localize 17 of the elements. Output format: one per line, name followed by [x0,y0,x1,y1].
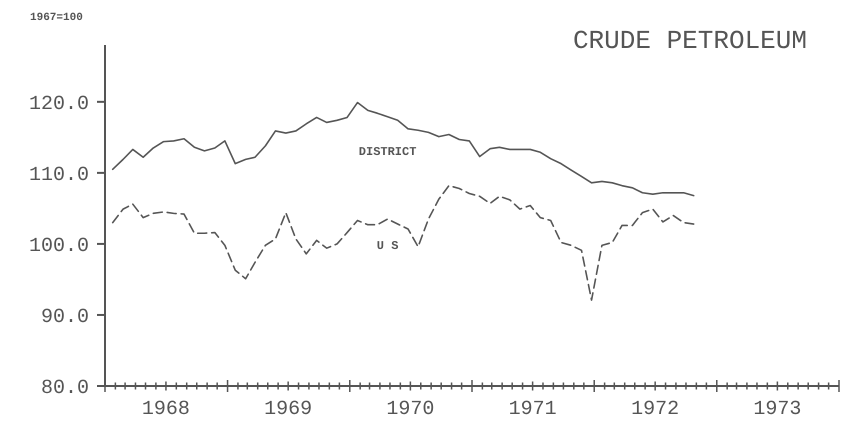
x-tick-label: 1969 [264,398,312,421]
y-tick-label: 80.0 [40,377,89,400]
y-tick-label: 100.0 [28,234,89,258]
line-series [112,102,694,196]
x-tick-label: 1970 [386,398,434,421]
x-tick-label: 1971 [508,398,557,421]
x-tick-label: 1968 [142,398,190,421]
chart-title: CRUDE PETROLEUM [572,26,807,56]
y-tick-label: 120.0 [28,92,89,116]
x-tick-label: 1973 [753,398,802,421]
x-tick-label: 1972 [631,398,680,421]
series-label: DISTRICT [358,144,416,159]
y-axis-title: 1967=100 [30,12,83,24]
line-series [112,184,694,301]
y-tick-label: 110.0 [28,164,89,187]
y-tick-label: 90.0 [40,306,89,329]
series-label: U S [376,239,398,254]
